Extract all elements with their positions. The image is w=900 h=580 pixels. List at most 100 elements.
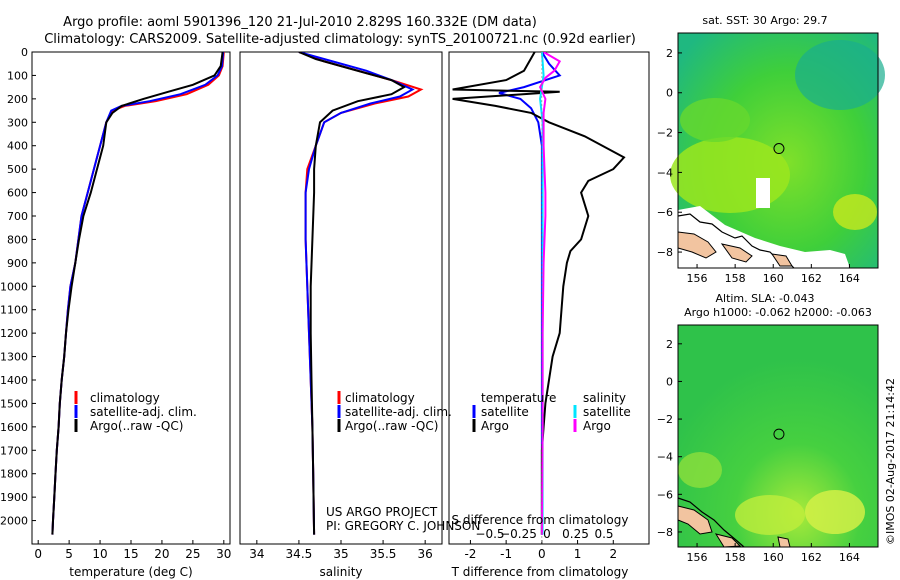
sla-high-patch [735,495,805,535]
map-y-tick-label: 2 [666,47,673,60]
legend-label-argo: Argo(..raw -QC) [90,419,183,433]
legend-label-t-satellite: satellite [481,405,529,419]
legend-title-temperature: temperature [481,391,556,405]
map-y-tick-label: −8 [657,246,673,259]
y-tick-label: 400 [7,140,28,153]
x-tick-label: 34.5 [286,547,313,561]
salinity-panel: 34 34.5 35 35.5 36 salinity climatology sate… [239,51,480,579]
sst-map-panel: sat. SST: 30 Argo: 29.7 156 158 160 162 164 −… [657,14,885,285]
y-tick-label: 1600 [0,421,28,434]
map-x-tick-label: 162 [801,272,822,285]
sst-map-frame [677,32,879,269]
difference-panel: -2 -1 0 1 2 −0.5−0.25 0 0.25 0.5 T difference f… [448,51,650,579]
title-line-2: Climatology: CARS2009. Satellite-adjuste… [44,32,636,47]
map-x-tick-label: 164 [839,272,860,285]
sst-warm-patch [833,194,877,230]
difference-xlabel-bottom: T difference from climatology [451,565,629,579]
y-tick-label: 1400 [0,374,28,387]
map-y-tick-label: −8 [657,526,673,539]
series-line-temperature-satellite [498,52,562,535]
series-line-argo-raw-qc- [298,52,407,535]
sst-map-ticks: 156 158 160 162 164 −8 −6 −4 −2 0 2 [657,47,860,285]
x-tick-label: 30 [216,547,231,561]
series-line-satellite-adj-clim- [51,52,225,535]
map-x-tick-label: 158 [725,272,746,285]
y-tick-label: 200 [7,93,28,106]
x-tick-label: 25 [185,547,200,561]
sst-warm-patch [670,137,790,213]
series-line-climatology [51,52,225,535]
legend-label-satellite: satellite-adj. clim. [90,405,197,419]
sla-map-frame [677,324,879,548]
series-line-salinity-argo [538,52,562,535]
s-diff-tick-label: −0.5 [475,527,504,541]
difference-xlabel-top: S difference from climatology [452,513,629,527]
temperature-series [51,52,225,535]
sla-map-title-line-1: Altim. SLA: -0.043 [715,292,814,305]
map-y-tick-label: −6 [657,488,673,501]
sst-land [770,253,793,267]
x-tick-label: 10 [92,547,107,561]
temperature-xlabel: temperature (deg C) [69,565,192,579]
sst-missing-data-area [756,178,770,208]
project-line-2: PI: GREGORY C. JOHNSON [326,519,480,533]
x-tick-label: 34 [249,547,264,561]
s-diff-tick-label: 0.5 [594,527,613,541]
y-tick-label: 300 [7,116,28,129]
sst-float-marker [773,143,785,155]
temperature-panel: 0100200300400500600700800900100011001200… [0,46,231,579]
y-tick-label: 1900 [0,491,28,504]
map-x-tick-label: 160 [763,272,784,285]
y-tick-label: 500 [7,163,28,176]
map-x-tick-label: 158 [725,551,746,564]
imos-credit: ©IMOS 02-Aug-2017 21:14:42 [884,378,897,545]
series-line-climatology [298,52,424,535]
map-y-tick-label: −6 [657,206,673,219]
legend-label-satellite: satellite-adj. clim. [345,405,452,419]
x-tick-label: 1 [574,547,582,561]
difference-top-ticks: −0.5−0.25 0 0.25 0.5 [475,527,613,541]
salinity-series [298,52,424,535]
legend-label-climatology: climatology [345,391,415,405]
x-tick-label: 0 [538,547,546,561]
temperature-legend: climatology satellite-adj. clim. Argo(..… [74,391,197,433]
map-x-tick-label: 156 [687,551,708,564]
x-tick-label: 0 [34,547,42,561]
map-x-tick-label: 160 [763,551,784,564]
difference-xticks: -2 -1 0 1 2 [464,540,617,561]
x-tick-label: 5 [65,547,73,561]
x-tick-label: 36 [418,547,433,561]
legend-title-salinity: salinity [583,391,626,405]
x-tick-label: -1 [500,547,512,561]
y-tick-label: 1100 [0,304,28,317]
x-tick-label: 2 [609,547,617,561]
sla-coastline [677,497,745,548]
map-y-tick-label: −4 [657,166,673,179]
s-diff-tick-label: −0.25 [500,527,537,541]
difference-frame [448,51,650,545]
y-tick-label: 2000 [0,515,28,528]
y-tick-label: 1700 [0,444,28,457]
salinity-xlabel: salinity [319,565,362,579]
temperature-frame [31,51,231,545]
y-tick-label: 100 [7,69,28,82]
sla-high-patch [805,490,865,534]
y-tick-label: 900 [7,257,28,270]
sst-missing-data-area [678,206,850,268]
title-line-1: Argo profile: aoml 5901396_120 21-Jul-20… [63,15,537,30]
difference-series [452,52,626,544]
y-tick-label: 1500 [0,397,28,410]
map-y-tick-label: 0 [666,375,673,388]
map-y-tick-label: 0 [666,87,673,100]
series-line-satellite-adj-clim- [298,52,415,535]
sla-land [677,505,713,535]
legend-label-climatology: climatology [90,391,160,405]
salinity-xticks: 34 34.5 35 35.5 36 [249,540,433,561]
sst-map-title: sat. SST: 30 Argo: 29.7 [702,14,827,27]
sla-map-title-line-2: Argo h1000: -0.062 h2000: -0.063 [684,306,872,319]
legend-label-s-satellite: satellite [583,405,631,419]
s-diff-tick-label: 0 [543,527,551,541]
salinity-frame [239,51,443,545]
legend-label-t-argo: Argo [481,419,509,433]
map-y-tick-label: 2 [666,338,673,351]
